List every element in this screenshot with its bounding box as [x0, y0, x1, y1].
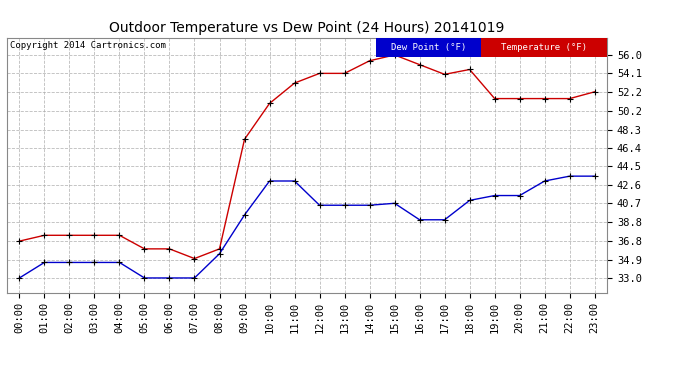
Title: Outdoor Temperature vs Dew Point (24 Hours) 20141019: Outdoor Temperature vs Dew Point (24 Hou…: [109, 21, 505, 35]
Text: Temperature (°F): Temperature (°F): [501, 43, 587, 52]
Bar: [376, 38, 481, 57]
Text: Dew Point (°F): Dew Point (°F): [391, 43, 466, 52]
Text: Copyright 2014 Cartronics.com: Copyright 2014 Cartronics.com: [10, 41, 166, 50]
Bar: [481, 38, 607, 57]
